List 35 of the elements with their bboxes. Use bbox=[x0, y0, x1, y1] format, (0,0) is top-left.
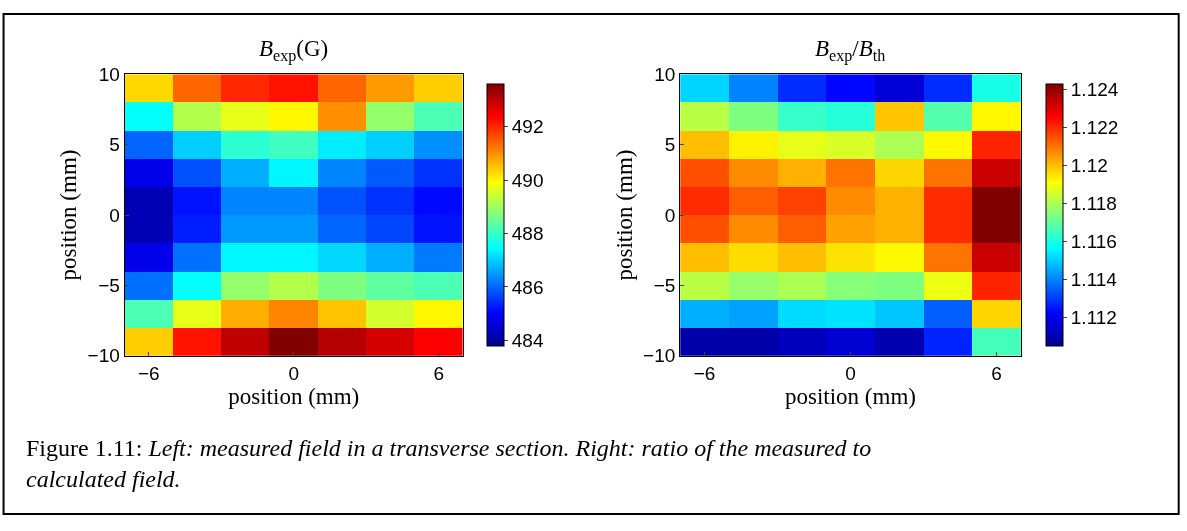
y-tick-label: 0 bbox=[109, 204, 120, 226]
y-tick-label: 10 bbox=[654, 63, 676, 85]
caption: Figure 1.11: Left: measured field in a transverse section. Right: ratio of the measured to calculated field. bbox=[26, 435, 872, 493]
color-bar-label: 486 bbox=[511, 276, 544, 298]
color-bar-label: 488 bbox=[511, 223, 544, 245]
x-tick-label: 0 bbox=[845, 362, 856, 384]
color-bar-label: 484 bbox=[511, 330, 544, 352]
color-bar-label: 1.12 bbox=[1070, 155, 1108, 177]
color-bar-label: 1.114 bbox=[1070, 268, 1118, 290]
color-bar-label: 1.112 bbox=[1070, 306, 1117, 328]
y-tick-label: 5 bbox=[109, 134, 120, 156]
chart-title: B$_{exp}$/B$_{th}$ bbox=[815, 36, 886, 65]
x-tick-label: 6 bbox=[433, 362, 445, 384]
color-bar-label: 1.122 bbox=[1070, 117, 1119, 139]
y-axis-title: position (mm) bbox=[56, 149, 82, 281]
y-tick-label: −5 bbox=[98, 275, 120, 297]
color-bar-label: 1.118 bbox=[1070, 193, 1117, 215]
y-tick-label: 10 bbox=[98, 63, 120, 85]
chart-title: B$_{exp}$(G) bbox=[259, 36, 329, 65]
x-tick-label: −6 bbox=[693, 362, 716, 384]
y-tick-label: −10 bbox=[87, 345, 120, 367]
y-tick-label: −10 bbox=[643, 345, 676, 367]
y-tick-label: −5 bbox=[653, 275, 676, 297]
color-bar-label: 492 bbox=[511, 116, 544, 138]
x-tick-label: −6 bbox=[137, 362, 160, 384]
y-tick-label: 0 bbox=[664, 204, 676, 226]
x-tick-label: 6 bbox=[991, 362, 1002, 384]
x-axis-title: position (mm) bbox=[228, 383, 360, 409]
y-tick-label: 5 bbox=[664, 134, 676, 156]
color-bar-label: 490 bbox=[511, 169, 544, 191]
y-axis-title: position (mm) bbox=[611, 149, 637, 281]
color-bar-label: 1.124 bbox=[1070, 79, 1119, 101]
color-bar-label: 1.116 bbox=[1070, 231, 1117, 253]
x-tick-label: 0 bbox=[288, 362, 300, 384]
x-axis-title: position (mm) bbox=[784, 383, 916, 409]
